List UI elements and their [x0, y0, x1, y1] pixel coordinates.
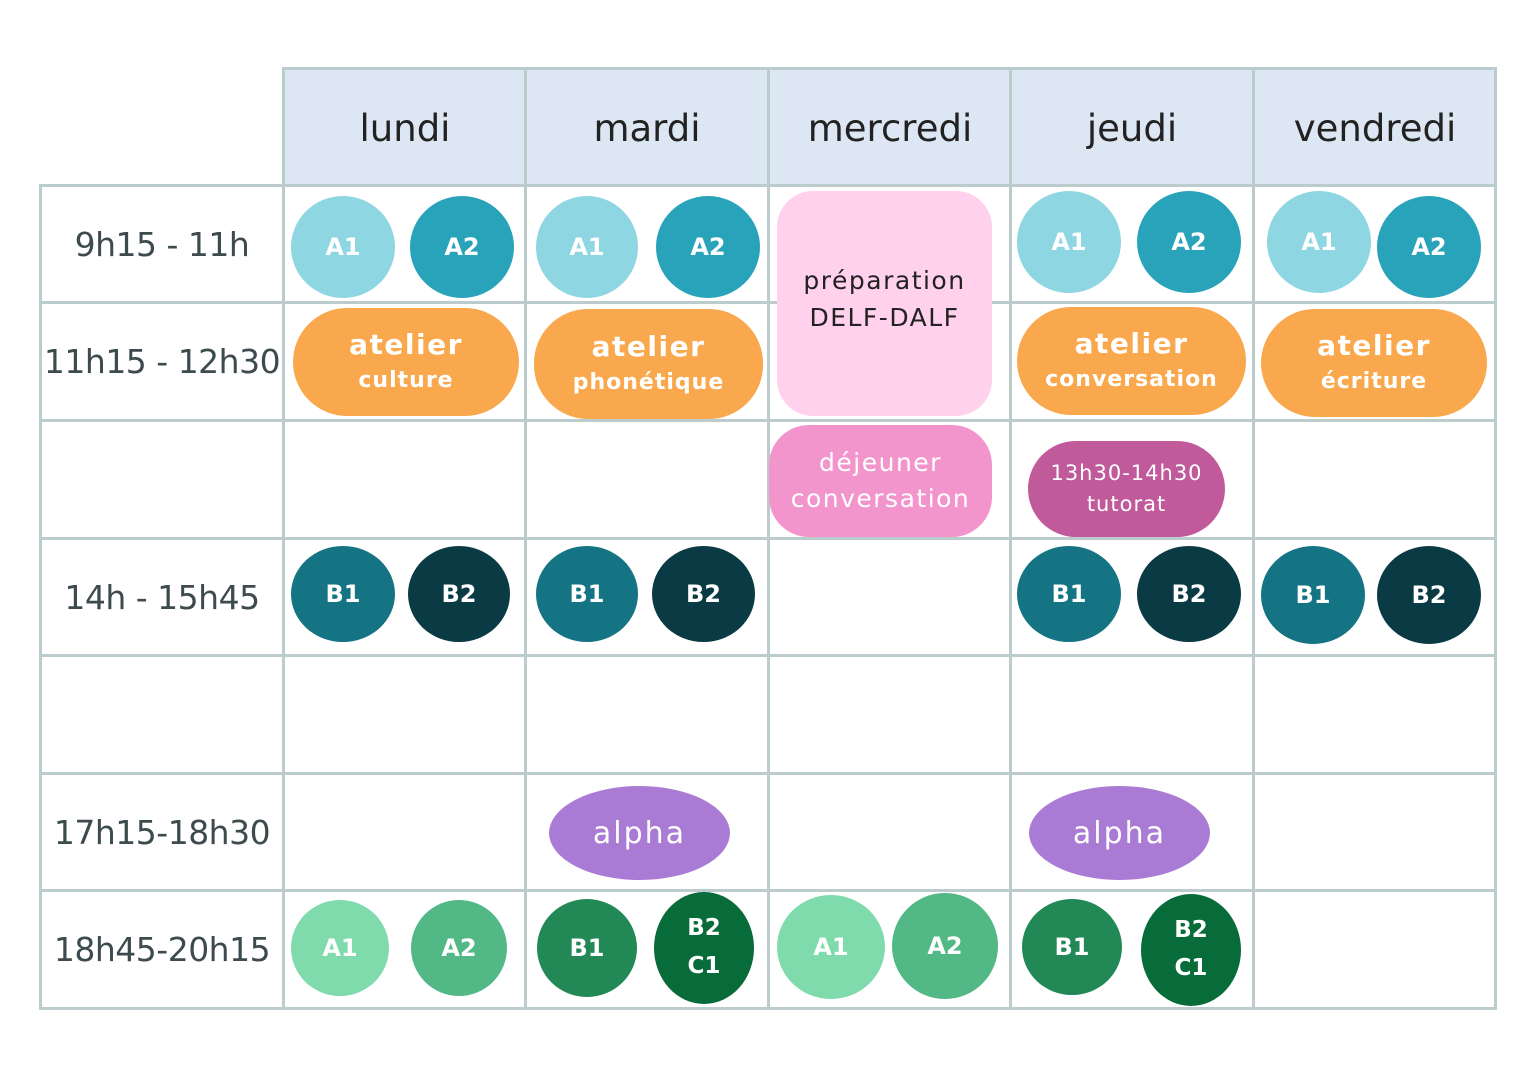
chip-label-line1: B2: [1174, 917, 1208, 944]
jeudi-alpha-pill[interactable]: alpha: [1029, 786, 1210, 880]
jeudi-tutorat-pill[interactable]: 13h30-14h30 tutorat: [1028, 441, 1225, 537]
chip-label: B2: [1411, 581, 1447, 609]
atelier-subtitle: conversation: [1045, 366, 1218, 392]
vendredi-b1-afternoon-chip[interactable]: B1: [1261, 546, 1365, 644]
mardi-atelier-phonetique-pill[interactable]: atelier phonétique: [534, 309, 763, 419]
chip-label: A1: [322, 934, 358, 962]
day-header-mardi: mardi: [593, 107, 701, 150]
mardi-a2-morning-chip[interactable]: A2: [656, 196, 760, 298]
chip-label-line2: C1: [1174, 955, 1208, 981]
header-background: [285, 68, 1496, 186]
lundi-a1-morning-chip[interactable]: A1: [291, 196, 395, 298]
chip-label: B1: [569, 934, 605, 962]
time-label-row4: 14h - 15h45: [64, 578, 260, 617]
chip-label: B1: [1054, 933, 1090, 961]
vendredi-a1-morning-chip[interactable]: A1: [1267, 191, 1371, 293]
lundi-b1-afternoon-chip[interactable]: B1: [291, 546, 395, 642]
chip-label: A2: [441, 934, 477, 962]
jeudi-b1-afternoon-chip[interactable]: B1: [1017, 546, 1121, 642]
mardi-b1-afternoon-chip[interactable]: B1: [536, 546, 638, 642]
grid-line-v2: [524, 67, 527, 1010]
chip-label-line2: C1: [687, 953, 721, 979]
chip-label: B2: [441, 580, 477, 608]
chip-label: A2: [1171, 228, 1207, 256]
jeudi-a2-morning-chip[interactable]: A2: [1137, 191, 1241, 293]
atelier-subtitle: culture: [358, 367, 454, 393]
alpha-label: alpha: [592, 815, 687, 851]
mardi-b1-evening-chip[interactable]: B1: [537, 899, 637, 997]
lundi-atelier-culture-pill[interactable]: atelier culture: [293, 308, 519, 416]
chip-label: A1: [1051, 228, 1087, 256]
time-label-row2: 11h15 - 12h30: [43, 342, 281, 381]
mercredi-a2-evening-chip[interactable]: A2: [892, 893, 998, 999]
mercredi-dejeuner-conversation-pill[interactable]: déjeuner conversation: [769, 425, 992, 537]
chip-label: B1: [1051, 580, 1087, 608]
lundi-a2-evening-chip[interactable]: A2: [411, 900, 507, 996]
grid-line-v6: [1494, 67, 1497, 1010]
chip-label: B2: [686, 580, 721, 608]
tutorat-time: 13h30-14h30: [1050, 460, 1203, 485]
jeudi-b2c1-evening-chip[interactable]: B2 C1: [1141, 894, 1241, 1006]
grid-line-v3: [767, 67, 770, 1010]
chip-label: A2: [1411, 233, 1447, 261]
time-label-row1: 9h15 - 11h: [74, 225, 250, 264]
grid-line-v5: [1252, 67, 1255, 1010]
chip-label: A2: [927, 932, 963, 960]
chip-label: A2: [444, 233, 480, 261]
vendredi-b2-afternoon-chip[interactable]: B2: [1377, 546, 1481, 644]
dejeuner-line1: déjeuner: [819, 447, 942, 477]
jeudi-atelier-conversation-pill[interactable]: atelier conversation: [1017, 307, 1246, 415]
chip-label: A1: [1301, 228, 1337, 256]
chip-label: A1: [569, 233, 605, 261]
mercredi-a1-evening-chip[interactable]: A1: [777, 895, 885, 999]
day-header-lundi: lundi: [359, 107, 451, 150]
grid-line-v0: [39, 184, 42, 1010]
time-label-row6: 17h15-18h30: [53, 813, 271, 852]
delf-line1: préparation: [803, 266, 966, 296]
lundi-a2-morning-chip[interactable]: A2: [410, 196, 514, 298]
grid-line-top-header: [284, 67, 1497, 70]
time-label-row7: 18h45-20h15: [53, 930, 271, 969]
mardi-b2-afternoon-chip[interactable]: B2: [652, 546, 755, 642]
day-header-vendredi: vendredi: [1293, 107, 1457, 150]
jeudi-b2-afternoon-chip[interactable]: B2: [1137, 546, 1241, 642]
chip-label: B1: [569, 580, 605, 608]
mardi-a1-morning-chip[interactable]: A1: [536, 196, 638, 298]
jeudi-a1-morning-chip[interactable]: A1: [1017, 191, 1121, 293]
atelier-title: atelier: [591, 330, 706, 364]
vendredi-a2-morning-chip[interactable]: A2: [1377, 196, 1481, 298]
lundi-a1-evening-chip[interactable]: A1: [291, 900, 389, 996]
chip-label: A1: [325, 233, 361, 261]
atelier-subtitle: écriture: [1320, 368, 1428, 394]
atelier-title: atelier: [1317, 329, 1431, 363]
jeudi-b1-evening-chip[interactable]: B1: [1022, 899, 1122, 995]
dejeuner-line2: conversation: [790, 484, 971, 513]
day-header-jeudi: jeudi: [1086, 107, 1178, 150]
day-header-mercredi: mercredi: [807, 107, 973, 150]
delf-line2: DELF-DALF: [809, 302, 960, 332]
vendredi-atelier-ecriture-pill[interactable]: atelier écriture: [1261, 309, 1487, 417]
chip-label-line1: B2: [687, 915, 721, 942]
chip-label: B1: [325, 580, 361, 608]
chip-label: B2: [1171, 580, 1207, 608]
atelier-title: atelier: [349, 328, 463, 362]
chip-label: B1: [1295, 581, 1331, 609]
grid-line-v1: [282, 67, 285, 1010]
grid-line-v4: [1009, 67, 1012, 1010]
atelier-title: atelier: [1074, 327, 1189, 361]
chip-label: A2: [690, 233, 726, 261]
mardi-alpha-pill[interactable]: alpha: [549, 786, 730, 880]
alpha-label: alpha: [1072, 815, 1167, 851]
lundi-b2-afternoon-chip[interactable]: B2: [408, 546, 510, 642]
chip-label: A1: [813, 933, 849, 961]
tutorat-label: tutorat: [1086, 492, 1167, 516]
mercredi-delf-dalf-block[interactable]: préparation DELF-DALF: [777, 191, 992, 416]
atelier-subtitle: phonétique: [572, 369, 725, 395]
mardi-b2c1-evening-chip[interactable]: B2 C1: [654, 892, 754, 1004]
